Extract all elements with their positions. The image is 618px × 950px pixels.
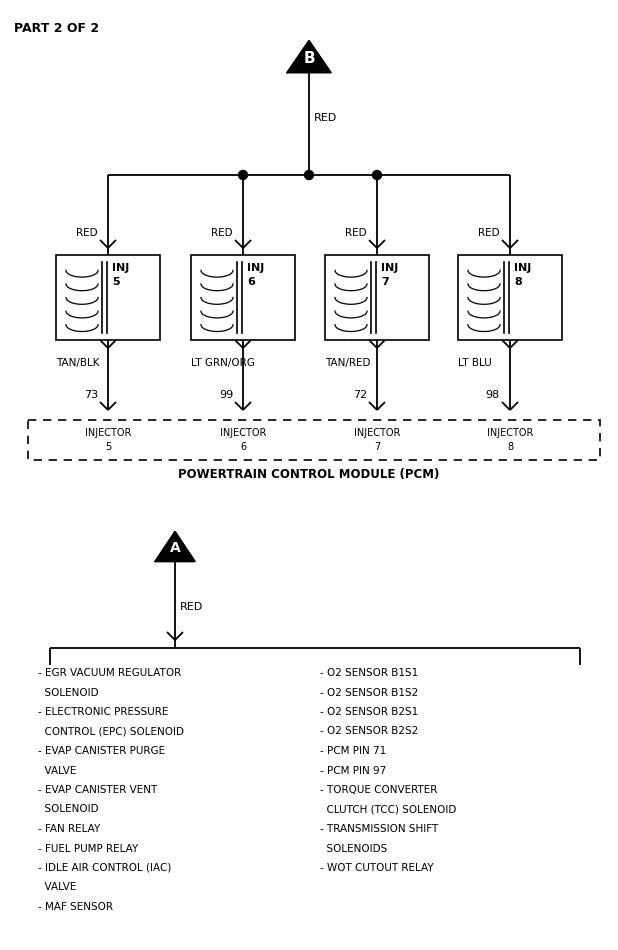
- Text: INJECTOR: INJECTOR: [354, 428, 400, 438]
- Text: RED: RED: [76, 228, 98, 238]
- Text: TAN/RED: TAN/RED: [325, 358, 371, 368]
- Polygon shape: [155, 531, 195, 561]
- Circle shape: [373, 170, 381, 180]
- Text: 6: 6: [247, 277, 255, 287]
- Bar: [56, 255, 160, 340]
- Text: - O2 SENSOR B2S1: - O2 SENSOR B2S1: [320, 707, 418, 717]
- Text: RED: RED: [478, 228, 499, 238]
- Text: - ELECTRONIC PRESSURE: - ELECTRONIC PRESSURE: [38, 707, 168, 717]
- Text: SOLENOID: SOLENOID: [38, 805, 99, 814]
- Text: 5: 5: [105, 442, 111, 452]
- Text: 73: 73: [84, 390, 98, 400]
- Text: POWERTRAIN CONTROL MODULE (PCM): POWERTRAIN CONTROL MODULE (PCM): [179, 468, 439, 481]
- Text: - O2 SENSOR B2S2: - O2 SENSOR B2S2: [320, 727, 418, 736]
- Text: 98: 98: [486, 390, 500, 400]
- Bar: [458, 255, 562, 340]
- Text: - FAN RELAY: - FAN RELAY: [38, 824, 100, 834]
- Text: TAN/BLK: TAN/BLK: [56, 358, 99, 368]
- Text: RED: RED: [345, 228, 366, 238]
- Text: PART 2 OF 2: PART 2 OF 2: [14, 22, 99, 35]
- Bar: [28, 420, 600, 460]
- Text: - MAF SENSOR: - MAF SENSOR: [38, 902, 113, 912]
- Text: INJECTOR: INJECTOR: [220, 428, 266, 438]
- Text: 7: 7: [374, 442, 380, 452]
- Text: INJECTOR: INJECTOR: [85, 428, 131, 438]
- Text: VALVE: VALVE: [38, 766, 77, 775]
- Text: - WOT CUTOUT RELAY: - WOT CUTOUT RELAY: [320, 863, 434, 873]
- Polygon shape: [287, 41, 331, 72]
- Text: A: A: [169, 541, 180, 555]
- Text: 7: 7: [381, 277, 389, 287]
- Text: - O2 SENSOR B1S2: - O2 SENSOR B1S2: [320, 688, 418, 697]
- Text: 5: 5: [112, 277, 120, 287]
- Text: B: B: [303, 50, 315, 66]
- Text: - TORQUE CONVERTER: - TORQUE CONVERTER: [320, 785, 438, 795]
- Text: LT BLU: LT BLU: [458, 358, 492, 368]
- Text: - EGR VACUUM REGULATOR: - EGR VACUUM REGULATOR: [38, 668, 181, 678]
- Text: INJ: INJ: [112, 263, 129, 273]
- Text: - O2 SENSOR B1S1: - O2 SENSOR B1S1: [320, 668, 418, 678]
- Text: 99: 99: [219, 390, 233, 400]
- Text: RED: RED: [180, 602, 203, 612]
- Text: - PCM PIN 71: - PCM PIN 71: [320, 746, 386, 756]
- Circle shape: [239, 170, 247, 180]
- Text: CONTROL (EPC) SOLENOID: CONTROL (EPC) SOLENOID: [38, 727, 184, 736]
- Text: INJ: INJ: [381, 263, 398, 273]
- Text: RED: RED: [211, 228, 232, 238]
- Text: INJ: INJ: [514, 263, 531, 273]
- Text: VALVE: VALVE: [38, 883, 77, 892]
- Text: 72: 72: [353, 390, 367, 400]
- Text: - FUEL PUMP RELAY: - FUEL PUMP RELAY: [38, 844, 138, 853]
- Text: 8: 8: [507, 442, 513, 452]
- Bar: [191, 255, 295, 340]
- Text: 6: 6: [240, 442, 246, 452]
- Text: SOLENOIDS: SOLENOIDS: [320, 844, 387, 853]
- Text: - PCM PIN 97: - PCM PIN 97: [320, 766, 386, 775]
- Text: INJ: INJ: [247, 263, 265, 273]
- Circle shape: [305, 170, 313, 180]
- Text: 8: 8: [514, 277, 522, 287]
- Text: - IDLE AIR CONTROL (IAC): - IDLE AIR CONTROL (IAC): [38, 863, 171, 873]
- Text: - EVAP CANISTER PURGE: - EVAP CANISTER PURGE: [38, 746, 165, 756]
- Bar: [325, 255, 429, 340]
- Text: INJECTOR: INJECTOR: [487, 428, 533, 438]
- Text: LT GRN/ORG: LT GRN/ORG: [191, 358, 255, 368]
- Text: RED: RED: [314, 113, 337, 123]
- Text: SOLENOID: SOLENOID: [38, 688, 99, 697]
- Text: CLUTCH (TCC) SOLENOID: CLUTCH (TCC) SOLENOID: [320, 805, 456, 814]
- Text: - EVAP CANISTER VENT: - EVAP CANISTER VENT: [38, 785, 157, 795]
- Text: - TRANSMISSION SHIFT: - TRANSMISSION SHIFT: [320, 824, 438, 834]
